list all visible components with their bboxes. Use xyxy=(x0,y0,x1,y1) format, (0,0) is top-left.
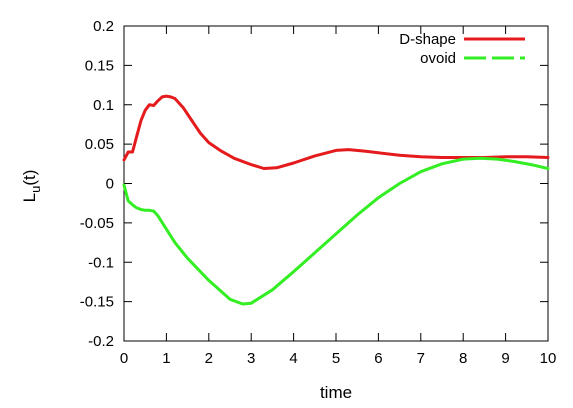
x-tick-label: 5 xyxy=(332,350,340,367)
x-tick-label: 0 xyxy=(120,350,128,367)
legend: D-shape ovoid xyxy=(399,31,525,67)
x-axis-label: time xyxy=(320,383,352,402)
y-tick-label: 0.2 xyxy=(93,18,114,35)
y-tick-label: 0 xyxy=(106,176,114,193)
x-tick-label: 9 xyxy=(501,350,509,367)
svg-text:Lu(t): Lu(t) xyxy=(20,170,43,203)
x-tick-label: 8 xyxy=(459,350,467,367)
series-line-ovoid xyxy=(122,156,550,306)
x-tick-label: 7 xyxy=(417,350,425,367)
y-tick-label: -0.05 xyxy=(80,215,114,232)
y-axis-label-sub: u xyxy=(28,186,43,193)
x-tick-label: 6 xyxy=(374,350,382,367)
y-axis-label-main: L xyxy=(20,193,39,202)
plot-frame xyxy=(123,25,549,342)
y-tick-label: -0.15 xyxy=(80,294,114,311)
y-tick-label: 0.05 xyxy=(85,136,114,153)
y-tick-label: -0.1 xyxy=(88,254,114,271)
x-tick-label: 3 xyxy=(247,350,255,367)
series-layer xyxy=(122,94,550,306)
x-tick-label: 1 xyxy=(162,350,170,367)
x-tick-label: 10 xyxy=(540,350,557,367)
y-axis-label: Lu(t) xyxy=(20,170,43,203)
y-tick-label: -0.2 xyxy=(88,333,114,350)
y-tick-label: 0.15 xyxy=(85,57,114,74)
y-axis-label-suffix: (t) xyxy=(20,170,39,186)
x-tick-label: 2 xyxy=(205,350,213,367)
legend-label-dshape: D-shape xyxy=(399,31,456,48)
y-tick-label: 0.1 xyxy=(93,97,114,114)
series-line-d-shape xyxy=(122,94,550,170)
legend-label-ovoid: ovoid xyxy=(420,50,456,67)
axis-ticks: 0 1 2 3 4 5 6 7 8 9 10 -0.2 -0.15 -0.1 -0.05 0 0.05 0.1 0.… xyxy=(80,18,557,367)
x-tick-label: 4 xyxy=(289,350,297,367)
